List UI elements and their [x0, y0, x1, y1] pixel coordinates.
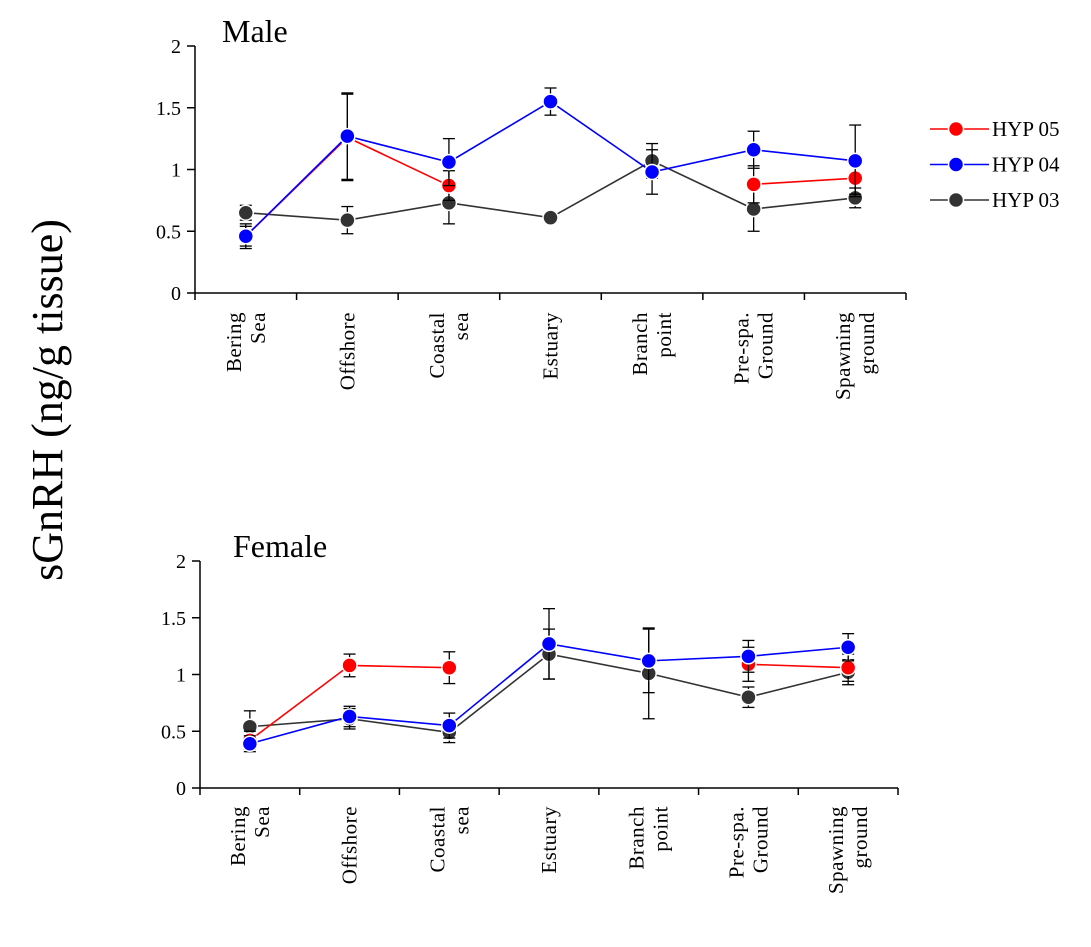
female-category-label-line: Estuary: [537, 806, 561, 874]
female-hyp-04-point: [341, 708, 358, 725]
male-hyp-03-point: [745, 200, 762, 218]
male-y-tick-label: 2: [171, 36, 181, 58]
female-category-label-spawning-ground: Spawning ground: [824, 806, 872, 894]
female-category-label-line: Spawning: [824, 806, 848, 894]
female-category-label-line: Ground: [748, 806, 772, 873]
male-category-label-line: Spawning: [831, 312, 855, 400]
male-category-label-spawning-ground: Spawning ground: [831, 312, 879, 400]
female-y-tick-label: 1: [176, 665, 186, 687]
male-category-label-line: Branch: [628, 312, 652, 376]
male-hyp-05-point: [745, 176, 762, 193]
male-category-label-line: Estuary: [539, 312, 563, 380]
legend-label: HYP 03: [992, 188, 1059, 212]
male-chart-panel: Male 0 0.5 1 1.5 2 Bering Sea Offshore Coastal se…: [156, 13, 907, 400]
female-category-label-line: Branch: [625, 806, 649, 870]
male-category-label-estuary: Estuary: [539, 312, 563, 380]
female-category-label-offshore: Offshore: [338, 806, 362, 884]
female-hyp-04-point: [839, 639, 857, 656]
male-category-label-line: Coastal: [425, 312, 449, 379]
male-category-label-line: ground: [855, 312, 879, 375]
male-category-label-pre-spa-ground: Pre-spa. Ground: [730, 312, 778, 384]
female-category-label-line: ground: [848, 806, 872, 869]
legend-entry-hyp-05: HYP 05: [930, 117, 1059, 141]
male-category-label-bering-sea: Bering Sea: [222, 312, 270, 372]
male-category-label-line: Ground: [754, 312, 778, 379]
male-category-label-line: Pre-spa.: [730, 312, 754, 384]
male-hyp-03-point: [339, 211, 356, 229]
male-category-label-branch-point: Branch point: [628, 312, 676, 376]
male-hyp-04-series: [237, 87, 864, 250]
male-hyp-03-series: [237, 142, 864, 235]
female-category-label-branch-point: Branch point: [625, 806, 673, 870]
legend-entry-hyp-03: HYP 03: [930, 188, 1059, 212]
female-chart-title: Female: [233, 528, 327, 564]
legend-entry-hyp-04: HYP 04: [930, 153, 1060, 177]
chart-legend: HYP 05 HYP 04 HYP 03: [930, 117, 1060, 212]
female-category-label-line: point: [649, 806, 673, 852]
female-category-label-bering-sea: Bering Sea: [226, 806, 274, 866]
male-category-label-line: sea: [449, 312, 473, 340]
male-hyp-04-point: [745, 141, 762, 158]
female-category-label-estuary: Estuary: [537, 806, 561, 874]
male-category-label-line: Sea: [246, 312, 270, 344]
female-hyp-05-line: [748, 663, 849, 669]
male-hyp-04-point: [237, 227, 255, 245]
legend-marker: [947, 156, 965, 173]
female-category-label-line: Coastal: [425, 806, 449, 873]
male-hyp-05-line: [753, 177, 856, 186]
legend-marker: [947, 120, 965, 138]
female-y-tick-label: 1.5: [161, 608, 186, 630]
male-category-label-line: point: [652, 312, 676, 358]
male-hyp-04-point: [440, 153, 458, 171]
legend-label: HYP 05: [992, 117, 1059, 141]
female-category-label-coastal-sea: Coastal sea: [425, 806, 473, 873]
female-y-tick-label: 2: [176, 551, 186, 573]
male-y-tick-label: 1: [171, 160, 181, 182]
female-category-label-pre-spa-ground: Pre-spa. Ground: [724, 806, 772, 878]
female-category-label-line: Bering: [226, 806, 250, 866]
female-chart-panel: Female 0 0.5 1 1.5 2 Bering Sea Offshore Coastal…: [161, 528, 899, 894]
male-y-tick-label: 1.5: [156, 98, 181, 120]
male-category-label-line: Bering: [222, 312, 246, 372]
female-y-tick-label: 0.5: [161, 721, 186, 743]
male-hyp-04-point: [542, 93, 559, 110]
male-category-label-offshore: Offshore: [335, 312, 359, 390]
legend-label: HYP 04: [992, 153, 1060, 177]
female-y-tick-label: 0: [176, 778, 186, 800]
female-hyp-05-point: [441, 659, 458, 676]
male-hyp-04-point: [339, 127, 356, 145]
female-category-label-line: Pre-spa.: [724, 806, 748, 878]
male-hyp-04-point: [643, 163, 661, 181]
female-hyp-03-point: [740, 688, 757, 706]
male-hyp-04-point: [846, 152, 864, 170]
male-hyp-03-point: [237, 204, 255, 221]
shared-y-axis-label: sGnRH (ng/g tissue): [23, 219, 72, 581]
male-category-label-line: Offshore: [335, 312, 359, 390]
female-hyp-04-point: [640, 652, 657, 670]
male-category-label-coastal-sea: Coastal sea: [425, 312, 473, 379]
male-y-tick-label: 0.5: [156, 221, 181, 243]
female-category-label-line: Sea: [250, 806, 274, 838]
female-hyp-04-point: [241, 735, 259, 752]
legend-marker: [947, 191, 965, 209]
male-y-tick-label: 0: [171, 283, 181, 305]
female-hyp-05-point: [341, 657, 358, 674]
female-hyp-05-point: [839, 659, 857, 676]
female-hyp-04-point: [540, 635, 558, 653]
female-hyp-04-point: [441, 717, 458, 734]
female-category-label-line: Offshore: [338, 806, 362, 884]
male-chart-title: Male: [222, 13, 288, 49]
female-category-label-line: sea: [449, 806, 473, 834]
male-hyp-03-point: [542, 209, 559, 226]
female-hyp-04-point: [740, 648, 757, 665]
female-hyp-04-series: [241, 608, 857, 753]
